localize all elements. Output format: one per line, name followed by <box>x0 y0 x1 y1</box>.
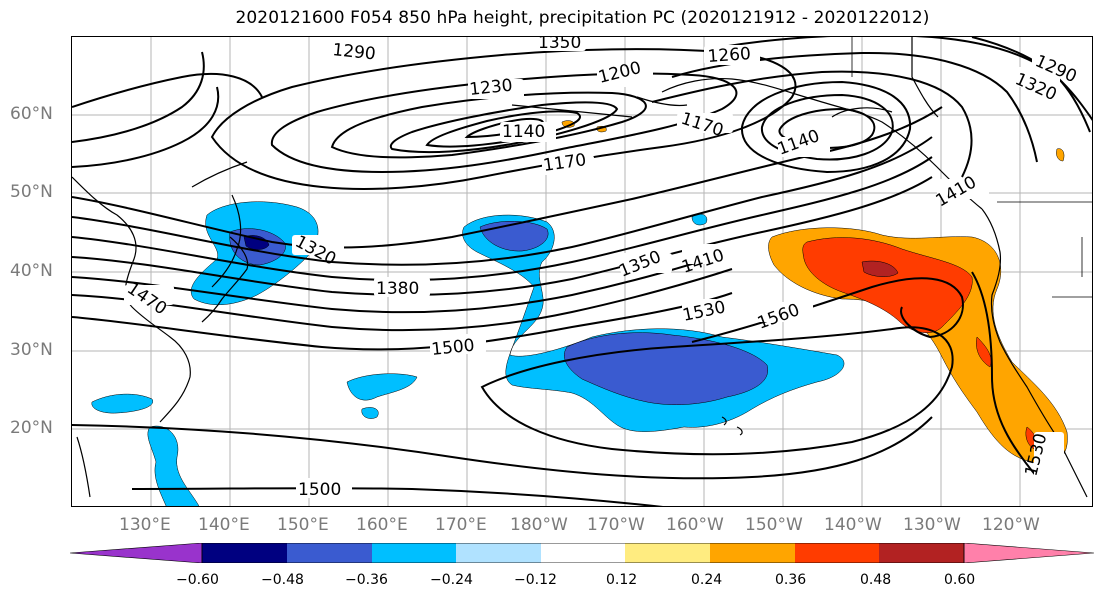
political-borders <box>851 37 1092 298</box>
colorbar-segment-8 <box>710 543 795 563</box>
coast-hawaii <box>721 416 743 436</box>
contour-1290-east <box>721 37 1091 133</box>
contour-1290-west <box>72 73 263 168</box>
lon-label-150w: 150°W <box>745 515 803 535</box>
coast-alaska <box>636 37 983 210</box>
contour-label-1350-n: 1350 <box>538 37 581 53</box>
precip-blob-east-pacific-deep <box>861 260 899 277</box>
contour-1200-east <box>740 80 912 174</box>
graticule <box>72 37 1092 506</box>
colorbar-tick-1: −0.60 <box>176 572 219 588</box>
colorbar-extend-low <box>70 543 203 563</box>
colorbar-segment-4 <box>372 543 456 563</box>
precip-blob-east-tail <box>976 336 992 368</box>
contour-label-halos <box>124 37 1074 498</box>
colorbar-segment-5 <box>456 543 541 563</box>
lon-label-180w: 180°W <box>510 515 568 535</box>
contour-1260-ring <box>270 72 738 174</box>
precip-blob-spot-1 <box>561 120 575 128</box>
precip-blob-midpac <box>346 373 418 401</box>
contour-1470 <box>72 268 733 332</box>
lat-label-30n: 30°N <box>10 340 53 360</box>
precip-blob-hawaii-west <box>91 393 154 414</box>
colorbar-segment-9 <box>795 543 879 563</box>
contour-1410 <box>72 176 933 296</box>
lon-label-140e: 140°E <box>198 515 250 535</box>
contour-label-1410-ne: 1410 <box>933 172 980 211</box>
contour-label-1350-c: 1350 <box>616 247 664 282</box>
contour-1560-east <box>971 271 1038 478</box>
lon-label-170w: 170°W <box>587 515 645 535</box>
lat-label-50n: 50°N <box>10 182 53 202</box>
colorbar-segment-3 <box>287 543 372 563</box>
contour-1530-ring <box>480 326 954 456</box>
lon-label-130w: 130°W <box>903 515 961 535</box>
contour-1500-main <box>72 292 733 351</box>
precip-blob-spot-3 <box>1056 148 1065 162</box>
contour-1260-west <box>72 51 205 143</box>
contour-1230-ring <box>330 91 647 159</box>
lon-label-150e: 150°E <box>277 515 329 535</box>
lat-label-20n: 20°N <box>10 418 53 438</box>
contour-1170-ring <box>425 110 581 148</box>
contour-label-1380: 1380 <box>376 279 419 299</box>
contour-label-1290-w: 1290 <box>331 40 376 64</box>
height-contours <box>72 37 1092 506</box>
colorbar-tick-7: 0.24 <box>691 572 723 588</box>
precip-blob-east-pacific-core <box>802 237 973 333</box>
precip-blob-south <box>147 425 200 506</box>
coast-asia <box>72 161 248 498</box>
lat-label-40n: 40°N <box>10 261 53 281</box>
contour-1440 <box>72 250 733 314</box>
contour-label-1230: 1230 <box>468 76 513 100</box>
precip-blob-small <box>361 407 379 419</box>
map-panel: 1290 1350 1260 1290 1320 1230 1200 1140 … <box>71 36 1093 507</box>
colorbar-segment-6 <box>541 543 625 563</box>
colorbar-tick-2: −0.48 <box>261 572 304 588</box>
colorbar-tick-8: 0.36 <box>775 572 807 588</box>
colorbar-tick-5: −0.12 <box>514 572 557 588</box>
colorbar-segment-2 <box>202 543 287 563</box>
colorbar-tick-9: 0.48 <box>860 572 892 588</box>
lat-label-60n: 60°N <box>10 104 53 124</box>
contour-label-1500-s: 1500 <box>298 480 341 500</box>
contour-1500-south-lower <box>131 487 663 506</box>
lon-label-160e: 160°E <box>356 515 408 535</box>
colorbar-tick-10: 0.60 <box>944 572 976 588</box>
lon-label-140w: 140°W <box>824 515 882 535</box>
contour-1200-ring <box>389 101 619 154</box>
contour-1500-south <box>72 416 933 480</box>
colorbar-tick-6: 0.12 <box>606 572 638 588</box>
colorbar-tick-3: −0.36 <box>345 572 388 588</box>
lon-label-170e: 170°E <box>435 515 487 535</box>
contour-1290-ring <box>210 48 797 190</box>
colorbar-segment-10 <box>879 543 964 563</box>
contour-1380 <box>72 156 933 282</box>
contour-label-1260-e: 1260 <box>707 44 752 67</box>
colorbar <box>70 543 1095 563</box>
colorbar-extend-high <box>963 543 1095 563</box>
lon-label-130e: 130°E <box>119 515 171 535</box>
colorbar-segment-7 <box>625 543 710 563</box>
page-title: 2020121600 F054 850 hPa height, precipit… <box>235 8 930 28</box>
contour-label-1140-w: 1140 <box>502 122 545 142</box>
precip-positive <box>561 120 1068 464</box>
precip-blob-subtropic-core <box>564 332 769 405</box>
lon-label-120w: 120°W <box>982 515 1040 535</box>
lon-label-160w: 160°W <box>666 515 724 535</box>
colorbar-tick-4: −0.24 <box>430 572 473 588</box>
contour-label-1500-c: 1500 <box>430 336 475 360</box>
map-canvas: 1290 1350 1260 1290 1320 1230 1200 1140 … <box>72 37 1092 506</box>
contour-1230-east <box>651 70 973 178</box>
contour-1350 <box>72 136 933 266</box>
